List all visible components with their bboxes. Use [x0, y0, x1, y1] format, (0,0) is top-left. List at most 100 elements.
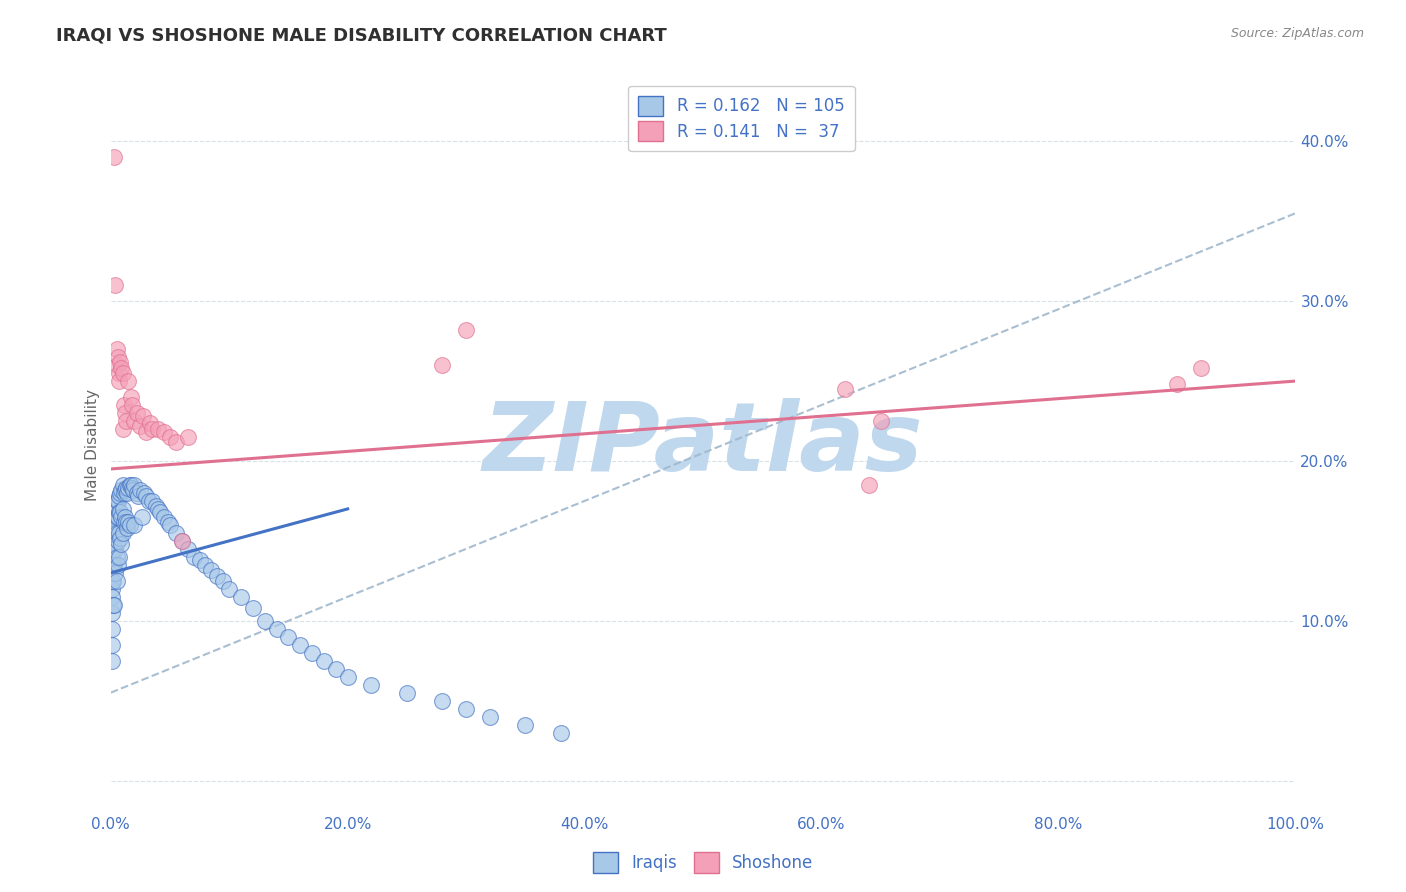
Point: [110, 361, 132, 376]
Point: [125, 486, 148, 500]
Point: [432, 694, 454, 708]
Point: [108, 531, 131, 545]
Point: [108, 355, 131, 369]
Point: [105, 509, 128, 524]
Legend: R = 0.162   N = 105, R = 0.141   N =  37: R = 0.162 N = 105, R = 0.141 N = 37: [628, 86, 855, 152]
Point: [141, 422, 163, 436]
Point: [105, 525, 128, 540]
Point: [101, 622, 124, 636]
Point: [188, 553, 211, 567]
Point: [165, 434, 187, 449]
Point: [104, 521, 127, 535]
Point: [103, 598, 125, 612]
Point: [115, 481, 138, 495]
Point: [110, 537, 132, 551]
Y-axis label: Male Disability: Male Disability: [86, 389, 100, 501]
Point: [146, 422, 169, 436]
Point: [170, 533, 193, 548]
Point: [135, 425, 157, 440]
Point: [159, 430, 181, 444]
Point: [132, 486, 155, 500]
Point: [118, 517, 141, 532]
Point: [120, 390, 142, 404]
Point: [108, 505, 131, 519]
Point: [101, 582, 124, 596]
Point: [101, 574, 124, 588]
Text: IRAQI VS SHOSHONE MALE DISABILITY CORRELATION CHART: IRAQI VS SHOSHONE MALE DISABILITY CORREL…: [56, 27, 666, 45]
Point: [207, 569, 229, 583]
Point: [127, 489, 149, 503]
Point: [360, 678, 382, 692]
Point: [101, 598, 124, 612]
Point: [108, 489, 131, 503]
Point: [105, 574, 128, 588]
Point: [212, 574, 235, 588]
Point: [108, 374, 131, 388]
Point: [869, 414, 891, 428]
Point: [301, 646, 323, 660]
Point: [159, 517, 181, 532]
Point: [101, 525, 124, 540]
Point: [129, 483, 152, 497]
Point: [108, 549, 131, 564]
Point: [121, 398, 143, 412]
Point: [550, 725, 572, 739]
Point: [108, 525, 131, 540]
Point: [101, 574, 124, 588]
Point: [111, 422, 134, 436]
Point: [104, 502, 127, 516]
Point: [456, 701, 478, 715]
Point: [120, 478, 142, 492]
Point: [336, 670, 359, 684]
Point: [110, 509, 132, 524]
Point: [432, 358, 454, 372]
Point: [124, 414, 146, 428]
Point: [125, 406, 148, 420]
Legend: Iraqis, Shoshone: Iraqis, Shoshone: [586, 846, 820, 880]
Point: [103, 558, 125, 572]
Point: [1166, 377, 1188, 392]
Point: [177, 541, 200, 556]
Point: [266, 622, 288, 636]
Point: [101, 558, 124, 572]
Point: [111, 366, 134, 380]
Point: [117, 481, 139, 495]
Point: [117, 521, 139, 535]
Point: [135, 489, 157, 503]
Point: [1189, 361, 1212, 376]
Point: [478, 709, 501, 723]
Point: [101, 541, 124, 556]
Point: [146, 502, 169, 516]
Point: [121, 481, 143, 495]
Point: [153, 425, 176, 440]
Text: ZIPatlas: ZIPatlas: [482, 399, 924, 491]
Point: [177, 430, 200, 444]
Point: [124, 478, 146, 492]
Point: [183, 549, 205, 564]
Point: [138, 494, 160, 508]
Point: [218, 582, 240, 596]
Point: [105, 549, 128, 564]
Point: [277, 630, 299, 644]
Point: [834, 382, 856, 396]
Point: [253, 614, 276, 628]
Point: [290, 638, 312, 652]
Point: [395, 686, 418, 700]
Point: [101, 533, 124, 548]
Point: [115, 414, 138, 428]
Point: [112, 486, 135, 500]
Point: [117, 374, 139, 388]
Point: [101, 606, 124, 620]
Point: [101, 517, 124, 532]
Point: [105, 358, 128, 372]
Point: [145, 499, 167, 513]
Point: [139, 416, 162, 430]
Point: [115, 515, 138, 529]
Point: [108, 366, 131, 380]
Point: [101, 549, 124, 564]
Point: [101, 590, 124, 604]
Point: [104, 278, 127, 293]
Point: [105, 342, 128, 356]
Point: [107, 509, 129, 524]
Point: [165, 525, 187, 540]
